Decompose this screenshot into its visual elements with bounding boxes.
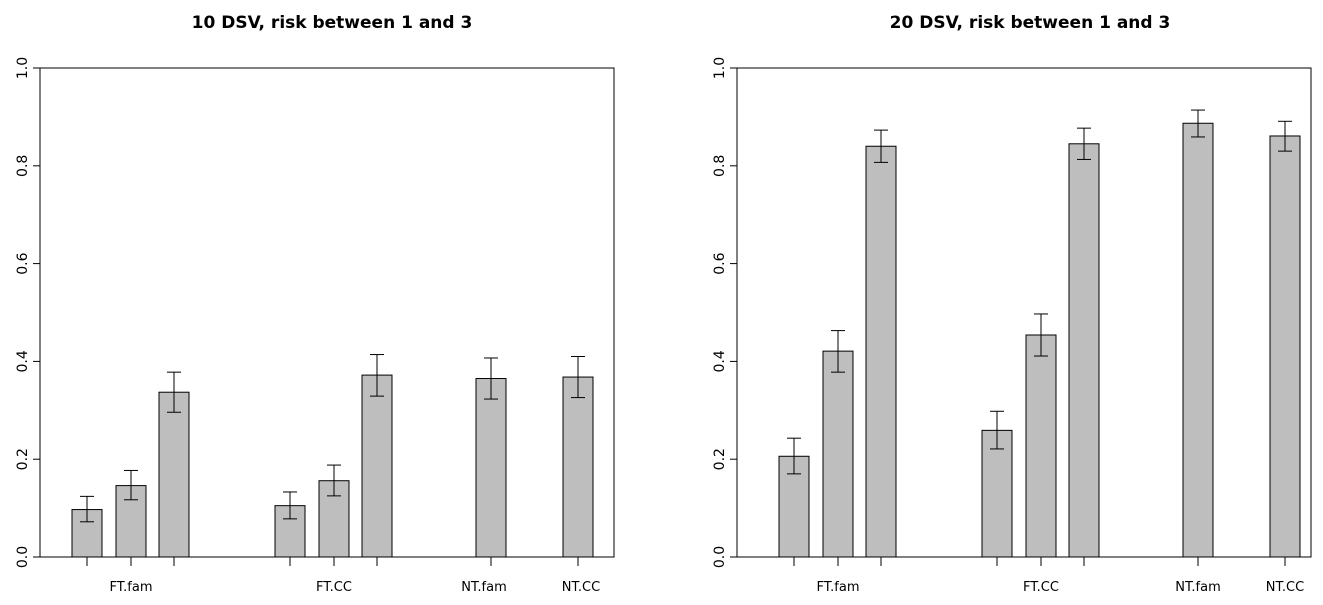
y-tick-label: 0.0: [712, 546, 728, 568]
bar-ft-cc-2: [1026, 335, 1056, 557]
x-category-label: FT.fam: [110, 580, 153, 595]
y-tick-label: 1.0: [712, 57, 728, 79]
y-tick-label: 0.2: [712, 448, 728, 470]
x-category-label: FT.fam: [817, 580, 860, 595]
y-tick-label: 0.4: [15, 350, 31, 372]
y-tick-label: 0.8: [712, 155, 728, 177]
y-tick-label: 0.2: [15, 448, 31, 470]
y-tick-label: 0.6: [15, 252, 31, 274]
x-category-label: NT.fam: [1175, 580, 1220, 595]
bar-ft-cc-3: [362, 375, 392, 557]
y-tick-label: 1.0: [15, 57, 31, 79]
bar-ft-fam-2: [823, 351, 853, 557]
chart-panel-left: 10 DSV, risk between 1 and 3 0.0 0.2 0.4 0.6…: [15, 13, 614, 595]
y-tick-label: 0.8: [15, 155, 31, 177]
bar-nt-cc-1: [1270, 136, 1300, 557]
bar-ft-fam-3: [159, 392, 189, 557]
y-tick-label: 0.0: [15, 546, 31, 568]
chart-title: 20 DSV, risk between 1 and 3: [890, 13, 1171, 33]
x-category-label: NT.CC: [1266, 580, 1304, 595]
x-category-label: NT.fam: [461, 580, 506, 595]
chart-title: 10 DSV, risk between 1 and 3: [192, 13, 473, 33]
bar-ft-fam-3: [866, 146, 896, 557]
bar-nt-cc-1: [563, 377, 593, 557]
bar-nt-fam-1: [1183, 123, 1213, 557]
bar-nt-fam-1: [476, 379, 506, 557]
x-category-label: NT.CC: [562, 580, 600, 595]
y-tick-label: 0.6: [712, 252, 728, 274]
x-category-label: FT.CC: [316, 580, 352, 595]
chart-panel-right: 20 DSV, risk between 1 and 3 0.0 0.2 0.4 0.6…: [712, 13, 1311, 595]
x-category-label: FT.CC: [1023, 580, 1059, 595]
bar-ft-cc-3: [1069, 144, 1099, 557]
y-tick-label: 0.4: [712, 350, 728, 372]
